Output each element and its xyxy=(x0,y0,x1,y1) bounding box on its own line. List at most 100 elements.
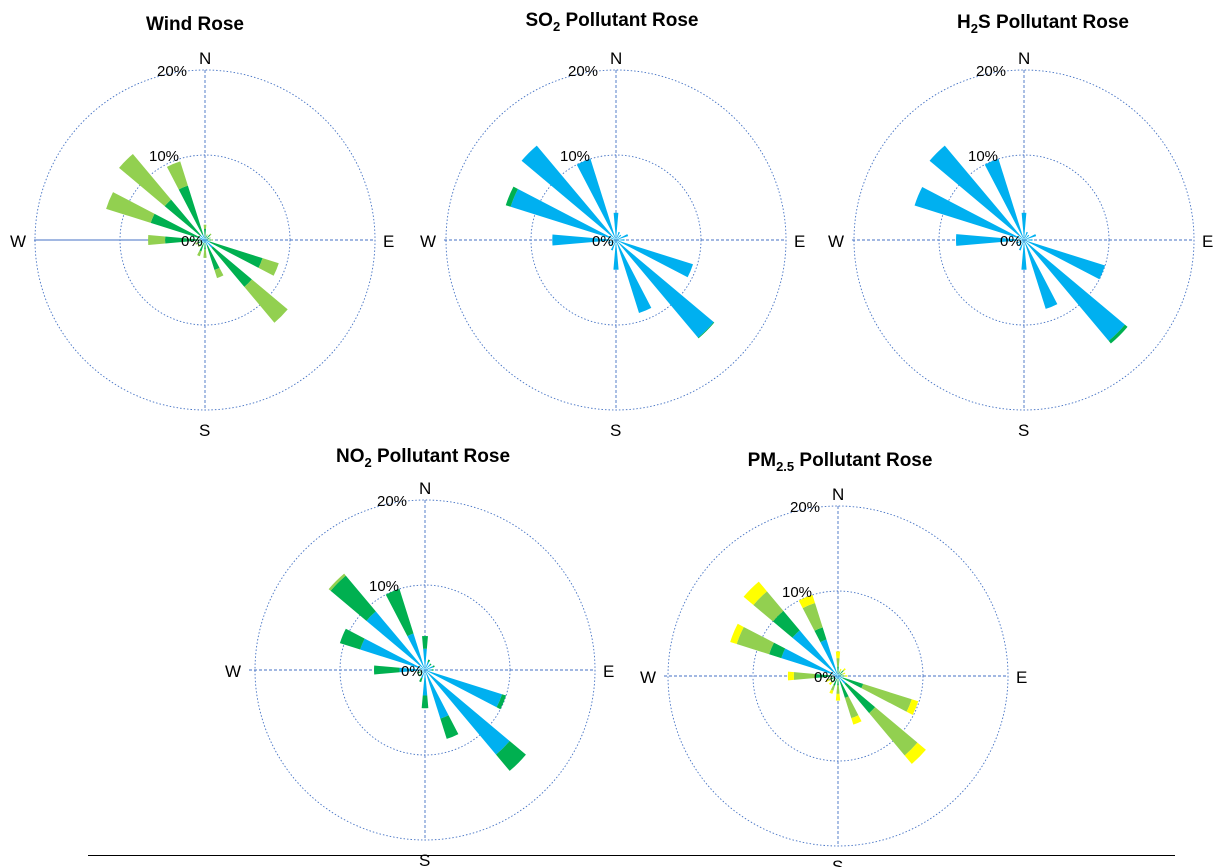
petal-337.5-blue xyxy=(202,234,205,240)
chart-title: SO2 Pollutant Rose xyxy=(526,10,699,34)
petal-45-lightgreen xyxy=(209,233,212,236)
cardinal-S: S xyxy=(419,851,430,867)
petal-112.5-lightgreen xyxy=(861,683,912,712)
petal-157.5-green xyxy=(206,245,220,270)
petal-45-blue xyxy=(205,238,207,240)
petal-157.5-blue xyxy=(838,676,841,682)
petal-90-blue xyxy=(616,239,625,241)
petal-225-lightgreen xyxy=(197,244,201,248)
petal-180-green xyxy=(204,242,206,250)
cardinal-N: N xyxy=(1018,49,1030,68)
petal-315-yellow xyxy=(743,581,767,605)
petal-67.5-blue xyxy=(425,666,434,670)
cardinal-S: S xyxy=(832,857,843,867)
petal-180-lightgreen xyxy=(836,685,840,694)
petal-225-blue xyxy=(202,240,205,243)
petal-90-blue xyxy=(1024,239,1033,241)
petal-225-blue xyxy=(421,670,425,674)
petal-337.5-lightgreen xyxy=(802,603,823,631)
petal-45-yellow xyxy=(843,668,846,671)
petal-337.5-blue xyxy=(984,158,1024,240)
petal-202.5-green xyxy=(199,243,204,252)
petal-315-blue xyxy=(792,630,838,676)
petal-202.5-green xyxy=(833,679,837,686)
petal-22.5-green xyxy=(427,659,431,663)
petal-90-lightgreen xyxy=(210,239,213,241)
petal-315-green xyxy=(330,575,376,621)
petal-67.5-lightgreen xyxy=(208,237,211,239)
petal-22.5-green xyxy=(205,235,207,239)
petal-315-blue xyxy=(929,145,1024,240)
petal-292.5-green xyxy=(150,213,200,239)
tick-label: 10% xyxy=(560,148,590,165)
petal-90-green xyxy=(840,675,844,677)
petal-90-blue xyxy=(425,669,432,671)
cardinal-E: E xyxy=(383,232,394,251)
petal-157.5-lightgreen xyxy=(844,696,859,719)
petal-180-blue xyxy=(613,240,619,270)
petal-270-lightgreen xyxy=(148,235,166,245)
petal-157.5-blue xyxy=(205,240,208,246)
petal-0-yellow xyxy=(835,651,841,659)
petal-292.5-green xyxy=(769,642,786,659)
ring-20% xyxy=(254,499,596,841)
petal-135-green xyxy=(1108,324,1128,344)
petal-45-blue xyxy=(838,674,840,676)
petal-112.5-blue xyxy=(205,240,210,243)
petal-0-lightgreen xyxy=(836,658,840,667)
petal-112.5-blue xyxy=(1024,240,1106,280)
tick-label: 20% xyxy=(568,63,598,80)
tick-label: 10% xyxy=(369,578,399,595)
cardinal-N: N xyxy=(199,49,211,68)
petal-270-green xyxy=(373,665,400,675)
petal-202.5-blue xyxy=(1018,240,1024,251)
petal-247.5-blue xyxy=(607,240,616,244)
petal-202.5-blue xyxy=(203,240,205,244)
chart-title: Wind Rose xyxy=(146,14,244,35)
petal-337.5-green xyxy=(814,627,827,643)
petal-337.5-blue xyxy=(407,633,425,670)
petal-180-blue xyxy=(1021,240,1027,270)
petal-0-green xyxy=(204,228,206,238)
petal-112.5-green xyxy=(842,677,864,689)
petal-22.5-lightgreen xyxy=(839,670,841,673)
tick-label: 0% xyxy=(181,233,203,250)
petal-22.5-blue xyxy=(1024,231,1028,240)
petal-247.5-lightgreen xyxy=(828,678,832,681)
petal-247.5-green xyxy=(197,241,202,244)
petal-180-green xyxy=(421,695,429,709)
petal-157.5-green xyxy=(440,715,459,739)
petal-45-green xyxy=(206,234,211,239)
petal-22.5-blue xyxy=(616,231,620,240)
petal-22.5-blue xyxy=(205,238,206,240)
tick-label: 20% xyxy=(157,63,187,80)
tick-label: 20% xyxy=(377,493,407,510)
tick-label: 10% xyxy=(149,148,179,165)
petal-247.5-blue xyxy=(1015,240,1024,244)
tick-label: 0% xyxy=(814,669,836,686)
tick-label: 10% xyxy=(968,148,998,165)
cardinal-E: E xyxy=(1202,232,1213,251)
petal-292.5-blue xyxy=(510,188,616,240)
petal-135-blue xyxy=(425,670,510,755)
rose-chart-3: 0% 10% 20% N E S W H2S Pollutant Rose xyxy=(828,12,1213,440)
petal-247.5-blue xyxy=(201,240,205,242)
petal-45-blue xyxy=(616,234,622,240)
petal-22.5-blue xyxy=(838,674,839,676)
tick-label: 20% xyxy=(976,63,1006,80)
petal-180-blue xyxy=(422,670,428,696)
cardinal-N: N xyxy=(419,479,431,498)
petal-337.5-green xyxy=(385,588,414,637)
petal-112.5-blue xyxy=(838,676,843,679)
petal-135-green xyxy=(211,246,252,287)
petal-337.5-green xyxy=(178,185,204,235)
petal-292.5-yellow xyxy=(730,623,744,645)
petal-0-blue xyxy=(1021,212,1027,240)
petal-67.5-yellow xyxy=(843,672,846,675)
petal-337.5-blue xyxy=(820,639,838,676)
petal-225-green xyxy=(418,672,423,677)
petal-247.5-blue xyxy=(420,670,425,672)
petal-202.5-green xyxy=(419,677,423,683)
chart-title: H2S Pollutant Rose xyxy=(957,12,1129,36)
petal-337.5-yellow xyxy=(798,594,815,609)
